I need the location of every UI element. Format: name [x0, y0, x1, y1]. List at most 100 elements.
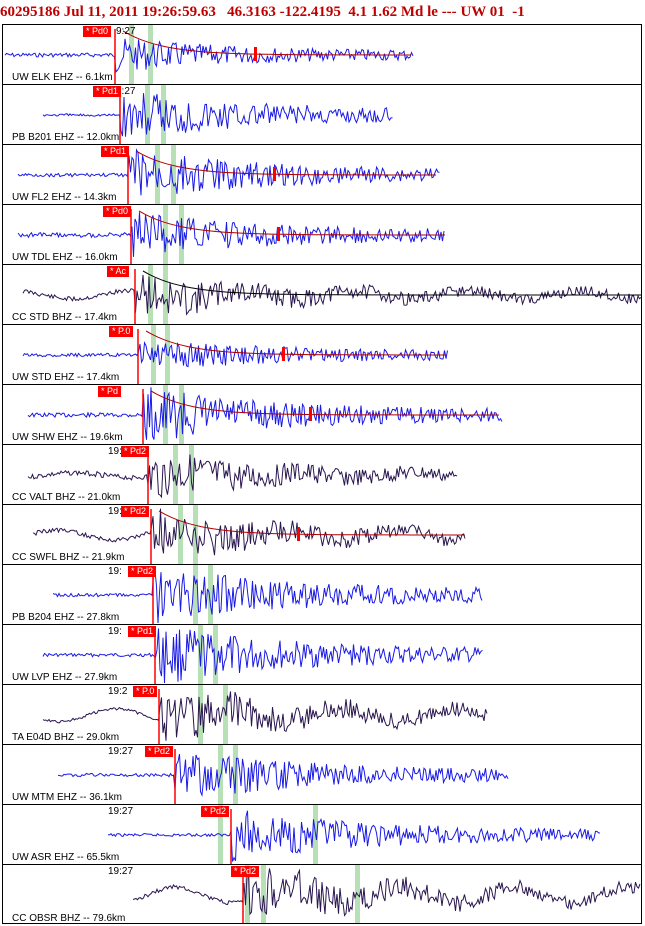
waveform-plot: [32, 505, 466, 564]
event-header: 60295186 Jul 11, 2011 19:26:59.63 46.316…: [0, 0, 645, 24]
station-label: UW SHW EHZ -- 19.6km: [12, 432, 123, 443]
phase-window-bar: [261, 865, 266, 923]
seismogram-trace: * Ac CC STD BHZ -- 17.4km: [3, 265, 641, 325]
phase-window-bar: [161, 85, 166, 144]
event-time: 19:26:59.63: [142, 4, 216, 20]
station-label: UW STD EHZ -- 17.4km: [12, 372, 120, 383]
pick-flag[interactable]: * Pd2: [201, 806, 230, 817]
seismogram-trace: 9:27 * Pd0 UW ELK EHZ -- 6.1km: [3, 25, 641, 85]
waveform-line: [57, 753, 509, 798]
pick-flag[interactable]: * Pd0: [103, 206, 132, 217]
waveform-plot: [17, 145, 440, 204]
event-date: Jul 11, 2011: [63, 4, 139, 20]
phase-window-bar: [179, 205, 184, 264]
event-depth: 4.1: [348, 4, 368, 20]
phase-window-bar: [151, 325, 156, 384]
coda-end-marker: [273, 167, 276, 181]
event-flag: -1: [512, 4, 525, 20]
station-label: PB B201 EHZ -- 12.0km: [12, 132, 120, 143]
waveform-line: [4, 38, 414, 73]
station-label: UW FL2 EHZ -- 14.3km: [12, 192, 117, 203]
station-label: UW ASR EHZ -- 65.5km: [12, 852, 120, 863]
waveform-line: [17, 212, 445, 257]
phase-window-bar: [245, 865, 250, 923]
phase-window-bar: [208, 565, 213, 624]
station-label: UW TDL EHZ -- 16.0km: [12, 252, 118, 263]
pick-flag[interactable]: * Pd2: [128, 566, 157, 577]
coda-duration-curve: [142, 270, 641, 296]
waveform-plot: [22, 325, 448, 384]
pick-flag[interactable]: * Pd2: [121, 446, 150, 457]
pick-flag[interactable]: * P.0: [133, 686, 158, 697]
phase-window-bar: [163, 205, 168, 264]
waveform-plot: [42, 85, 393, 144]
waveform-line: [32, 508, 466, 556]
seismogram-trace: 19:2 * P.0 TA E04D BHZ -- 29.0km: [3, 685, 641, 745]
event-network: UW: [460, 4, 486, 20]
waveform-plot: [4, 25, 414, 84]
event-id: 60295186: [0, 4, 60, 20]
pick-flag[interactable]: * P.0: [109, 326, 134, 337]
waveform-plot: [132, 865, 641, 923]
coda-end-marker: [254, 47, 257, 61]
station-label: UW MTM EHZ -- 36.1km: [12, 792, 122, 803]
trace-start-time: 9:27: [116, 26, 136, 37]
waveform-plot: [27, 385, 503, 444]
trace-start-time: 19:27: [108, 806, 134, 817]
pick-flag[interactable]: * Pd2: [231, 866, 260, 877]
pick-flag[interactable]: * Pd1: [128, 626, 157, 637]
pick-flag[interactable]: * Pd1: [93, 86, 122, 97]
coda-duration-curve: [138, 210, 445, 236]
coda-duration-curve: [158, 510, 465, 536]
seismogram-trace: * Pd0 UW TDL EHZ -- 16.0km: [3, 205, 641, 265]
waveform-line: [42, 93, 393, 137]
waveform-plot: [42, 625, 483, 684]
event-lon: -122.4195: [279, 4, 341, 20]
pick-flag[interactable]: * Pd2: [145, 746, 174, 757]
phase-window-bar: [148, 25, 153, 84]
seismogram-trace: 19:27 * Pd2 UW MTM EHZ -- 36.1km: [3, 745, 641, 805]
coda-end-marker: [282, 347, 285, 361]
seismogram-trace: * P.0 UW STD EHZ -- 17.4km: [3, 325, 641, 385]
seismogram-trace: 19:27 * Pd2 CC OBSR BHZ -- 79.6km: [3, 865, 641, 924]
phase-window-bar: [198, 625, 203, 684]
event-dashes: ---: [441, 4, 457, 20]
seismogram-trace: 19: * Pd1 UW LVP EHZ -- 27.9km: [3, 625, 641, 685]
coda-duration-curve: [122, 30, 411, 56]
pick-flag[interactable]: * Pd1: [101, 146, 130, 157]
station-label: CC STD BHZ -- 17.4km: [12, 312, 118, 323]
waveform-line: [52, 569, 483, 624]
waveform-line: [27, 454, 458, 499]
seismogram-trace: * Pd1 UW FL2 EHZ -- 14.3km: [3, 145, 641, 205]
event-lat: 46.3163: [227, 4, 276, 20]
pick-flag[interactable]: * Pd0: [83, 26, 112, 37]
pick-flag[interactable]: * Ac: [107, 266, 130, 277]
phase-window-bar: [171, 145, 176, 204]
pick-flag[interactable]: * Pd: [98, 386, 122, 397]
event-mag-type: Md: [400, 4, 424, 20]
station-label: TA E04D BHZ -- 29.0km: [12, 732, 120, 743]
waveform-plot: [57, 745, 509, 804]
station-label: CC OBSR BHZ -- 79.6km: [12, 913, 126, 924]
seismogram-trace: 19: * Pd2 PB B204 EHZ -- 27.8km: [3, 565, 641, 625]
coda-end-marker: [309, 407, 312, 421]
trace-start-time: 1:27: [116, 86, 136, 97]
pick-flag[interactable]: * Pd2: [121, 506, 150, 517]
seismogram-trace: 19: * Pd2 CC SWFL BHZ -- 21.9km: [3, 505, 641, 565]
waveform-line: [132, 868, 641, 917]
event-mag: 1.62: [370, 4, 398, 20]
trace-start-time: 19:: [108, 566, 122, 577]
phase-window-bar: [213, 625, 218, 684]
phase-window-bar: [163, 265, 168, 324]
waveform-plot: [22, 265, 641, 324]
event-version: 01: [489, 4, 505, 20]
coda-duration-curve: [145, 330, 446, 356]
waveform-line: [22, 274, 641, 316]
phase-window-bar: [148, 265, 153, 324]
phase-window-bar: [173, 445, 178, 504]
station-label: CC SWFL BHZ -- 21.9km: [12, 552, 125, 563]
trace-start-time: 19:: [108, 626, 122, 637]
waveform-plot: [42, 685, 488, 744]
trace-start-time: 19:: [108, 506, 122, 517]
